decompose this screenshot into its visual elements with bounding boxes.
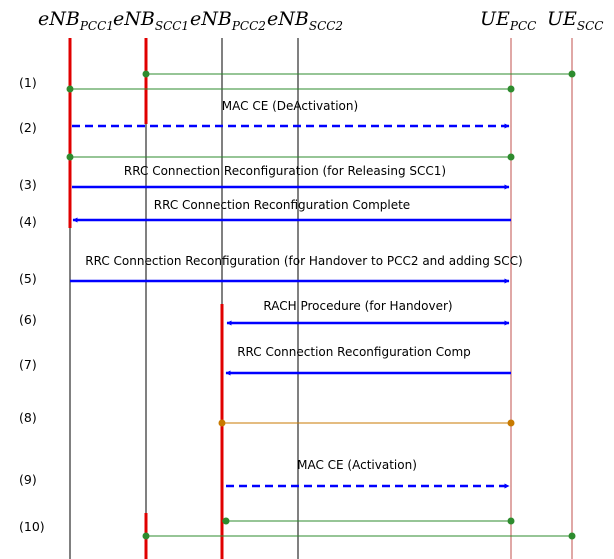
endpoint-dot bbox=[66, 153, 74, 161]
step-label-6: (6) bbox=[19, 312, 37, 327]
step-label-4: (4) bbox=[19, 214, 37, 229]
message-label-4: RRC Connection Reconfiguration Complete bbox=[154, 198, 410, 212]
step-label-5: (5) bbox=[19, 271, 37, 286]
activation-bar-enb-scc1-top bbox=[144, 38, 148, 124]
endpoint-dot bbox=[568, 532, 576, 540]
entity-label-ue-pcc: UEPCC bbox=[480, 8, 536, 33]
endpoint-dot bbox=[507, 153, 515, 161]
step-label-2: (2) bbox=[19, 120, 37, 135]
endpoint-dot bbox=[507, 419, 515, 427]
entity-label-enb-pcc1: eNBPCC1 bbox=[38, 8, 114, 33]
step-label-1: (1) bbox=[19, 75, 37, 90]
endpoint-dot bbox=[507, 85, 515, 93]
endpoint-dot bbox=[218, 419, 226, 427]
message-label-3: RRC Connection Reconfiguration (for Rele… bbox=[124, 164, 446, 178]
activation-bar-enb-pcc1 bbox=[68, 38, 72, 228]
entity-label-enb-scc2: eNBSCC2 bbox=[267, 8, 343, 33]
entity-label-enb-scc1: eNBSCC1 bbox=[113, 8, 189, 33]
step-label-10: (10) bbox=[19, 519, 45, 534]
endpoint-dot bbox=[568, 70, 576, 78]
entity-label-enb-pcc2: eNBPCC2 bbox=[190, 8, 266, 33]
entity-label-ue-scc: UESCC bbox=[547, 8, 603, 33]
message-label-9: MAC CE (Activation) bbox=[297, 458, 417, 472]
endpoint-dot bbox=[142, 70, 150, 78]
message-label-6: RACH Procedure (for Handover) bbox=[263, 299, 452, 313]
step-label-7: (7) bbox=[19, 357, 37, 372]
step-label-8: (8) bbox=[19, 410, 37, 425]
endpoint-dot bbox=[142, 532, 150, 540]
endpoint-dot bbox=[222, 517, 230, 525]
activation-bar-enb-pcc2 bbox=[220, 304, 224, 559]
message-label-7: RRC Connection Reconfiguration Comp bbox=[237, 345, 471, 359]
step-label-3: (3) bbox=[19, 177, 37, 192]
step-label-9: (9) bbox=[19, 472, 37, 487]
message-label-2: MAC CE (DeActivation) bbox=[222, 99, 358, 113]
endpoint-dot bbox=[507, 517, 515, 525]
message-label-5: RRC Connection Reconfiguration (for Hand… bbox=[85, 254, 522, 268]
endpoint-dot bbox=[66, 85, 74, 93]
